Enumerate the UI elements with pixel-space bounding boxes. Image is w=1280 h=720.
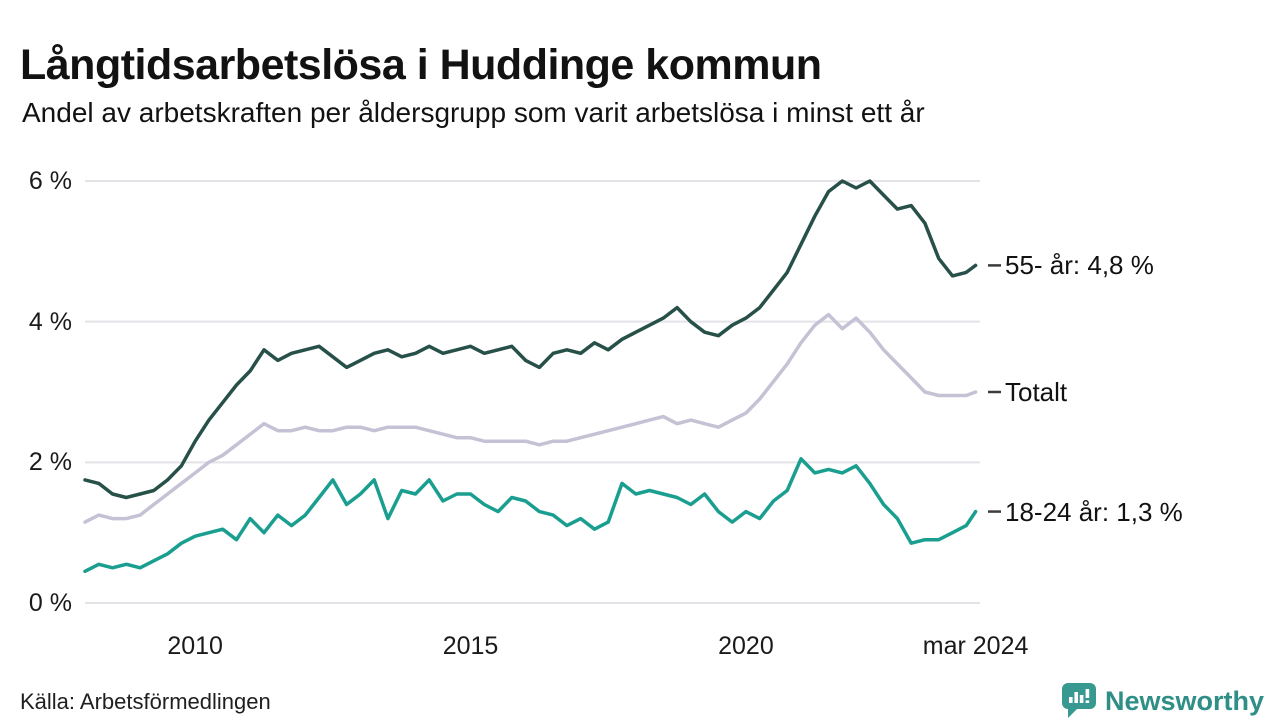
y-tick-label: 0 %	[28, 589, 72, 617]
y-axis-labels: 0 % 2 % 4 % 6 %	[0, 0, 72, 720]
page-title: Långtidsarbetslösa i Huddinge kommun	[20, 40, 822, 89]
newsworthy-icon	[1061, 683, 1096, 718]
series-line-55-r	[83, 179, 978, 500]
x-axis-labels: 2010 2015 2020 mar 2024	[0, 632, 1280, 672]
brand-name: Newsworthy	[1104, 685, 1264, 716]
source-note: Källa: Arbetsförmedlingen	[20, 689, 271, 714]
y-tick-label: 4 %	[28, 307, 72, 336]
chart-subtitle: Andel av arbetskraften per åldersgrupp s…	[22, 97, 925, 128]
x-tick-label: 2010	[167, 632, 223, 660]
series-end-label: 18-24 år: 1,3 %	[1005, 496, 1183, 527]
x-tick-label: 2020	[718, 632, 774, 660]
y-tick-label: 2 %	[28, 448, 72, 477]
series-end-label: 55- år: 4,8 %	[1005, 250, 1154, 281]
series-line-18-24-r	[83, 457, 978, 574]
x-tick-label: 2015	[442, 632, 499, 660]
y-tick-label: 6 %	[28, 167, 72, 195]
brand-logo: Newsworthy	[1061, 682, 1264, 720]
series-line-totalt	[83, 312, 978, 524]
series-end-label: Totalt	[1005, 377, 1068, 407]
x-tick-label: mar 2024	[922, 632, 1029, 660]
